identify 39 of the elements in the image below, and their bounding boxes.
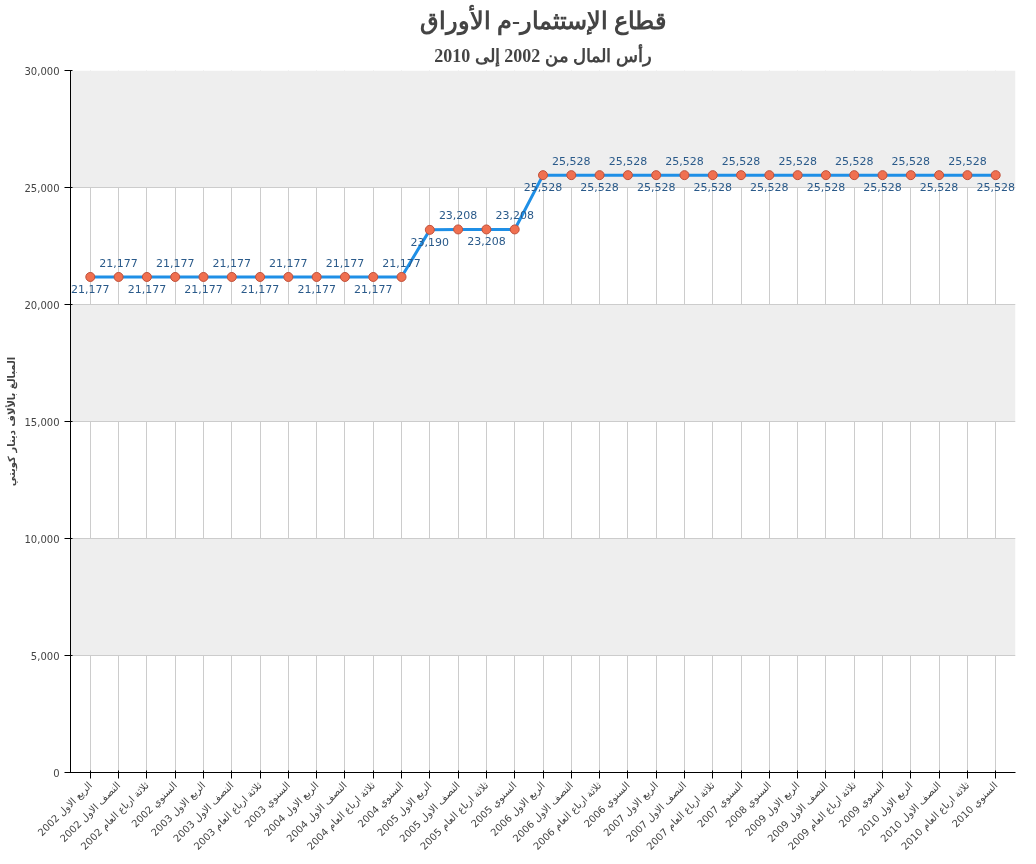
data-label: 25,528 [948,155,987,169]
data-label: 21,177 [297,282,336,296]
data-label: 25,528 [806,181,846,195]
data-label: 25,528 [891,155,931,169]
chart-subtitle: رأس المال من 2002 إلى 2010 [434,43,652,67]
data-label: 25,528 [919,181,959,195]
data-label: 21,177 [127,282,167,296]
data-label: 25,528 [721,155,761,169]
data-label: 21,177 [71,282,110,296]
y-tick-label: 20,000 [24,299,60,311]
data-label: 21,177 [240,282,280,296]
data-label: 25,528 [976,181,1015,195]
y-tick-label: 15,000 [24,416,60,428]
data-label: 25,528 [665,155,704,169]
data-label: 25,528 [552,155,591,169]
data-label: 21,177 [184,282,223,296]
data-label: 25,528 [693,181,733,195]
data-label: 21,177 [155,256,195,270]
data-label: 21,177 [269,256,308,270]
y-tick-label: 10,000 [24,533,60,545]
data-label: 21,177 [325,256,365,270]
y-axis-title: المبالغ بالألاف دينار كويتي [4,356,18,487]
data-label: 21,177 [353,282,393,296]
data-label: 25,528 [778,155,817,169]
data-label: 25,528 [750,181,789,195]
data-label: 21,177 [99,256,138,270]
data-label: 25,528 [863,181,902,195]
data-label: 25,528 [608,155,648,169]
y-tick-label: 5,000 [30,650,60,662]
data-label: 25,528 [636,181,676,195]
y-tick-label: 30,000 [24,65,60,77]
data-label: 25,528 [834,155,874,169]
chart-title: قطاع الإستثمار-م الأوراق [420,3,666,36]
data-label: 23,208 [438,209,478,223]
data-label: 21,177 [212,256,252,270]
y-tick-label: 0 [53,767,60,779]
data-label: 25,528 [580,181,619,195]
data-label: 23,208 [467,235,506,249]
y-tick-label: 25,000 [24,182,60,194]
